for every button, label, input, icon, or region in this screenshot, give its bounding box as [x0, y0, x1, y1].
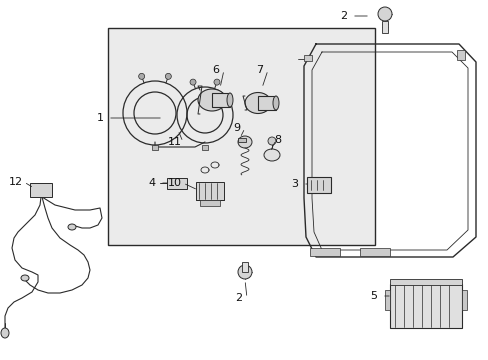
Bar — [196, 182, 224, 200]
Circle shape — [238, 265, 251, 279]
Bar — [202, 145, 207, 150]
Bar — [108, 28, 374, 245]
Bar — [30, 183, 52, 197]
Bar — [389, 279, 461, 285]
Ellipse shape — [1, 328, 9, 338]
Text: 7: 7 — [256, 65, 263, 75]
Text: 8: 8 — [274, 135, 281, 145]
Text: 6: 6 — [212, 65, 219, 75]
Ellipse shape — [238, 136, 251, 148]
FancyBboxPatch shape — [306, 177, 330, 193]
Bar — [389, 284, 461, 328]
Bar — [258, 96, 275, 110]
Text: 11: 11 — [168, 137, 182, 147]
Bar — [238, 138, 245, 142]
Text: 5: 5 — [370, 291, 377, 301]
Bar — [456, 50, 464, 60]
Ellipse shape — [198, 89, 225, 111]
Text: 4: 4 — [148, 178, 155, 188]
Text: 10: 10 — [168, 178, 182, 188]
Ellipse shape — [226, 93, 232, 107]
Bar — [381, 21, 387, 33]
Text: 3: 3 — [291, 179, 298, 189]
Text: 12: 12 — [9, 177, 23, 187]
Circle shape — [214, 79, 220, 85]
Text: 2: 2 — [235, 293, 242, 303]
Bar — [304, 55, 311, 61]
Circle shape — [267, 137, 275, 145]
Ellipse shape — [264, 149, 280, 161]
FancyBboxPatch shape — [167, 178, 186, 189]
Text: 1: 1 — [96, 113, 103, 123]
Bar — [242, 262, 247, 272]
Text: 9: 9 — [233, 123, 240, 133]
Circle shape — [190, 79, 196, 85]
Circle shape — [165, 73, 171, 79]
Bar — [152, 145, 158, 150]
Circle shape — [377, 7, 391, 21]
Bar — [461, 290, 466, 310]
Ellipse shape — [21, 275, 29, 281]
Ellipse shape — [272, 96, 279, 110]
Ellipse shape — [68, 224, 76, 230]
Ellipse shape — [244, 93, 270, 113]
Bar — [359, 248, 389, 256]
Circle shape — [139, 73, 144, 79]
Bar — [200, 200, 220, 206]
Bar — [309, 248, 339, 256]
Text: 2: 2 — [340, 11, 347, 21]
Bar — [212, 93, 229, 107]
Bar — [384, 290, 389, 310]
